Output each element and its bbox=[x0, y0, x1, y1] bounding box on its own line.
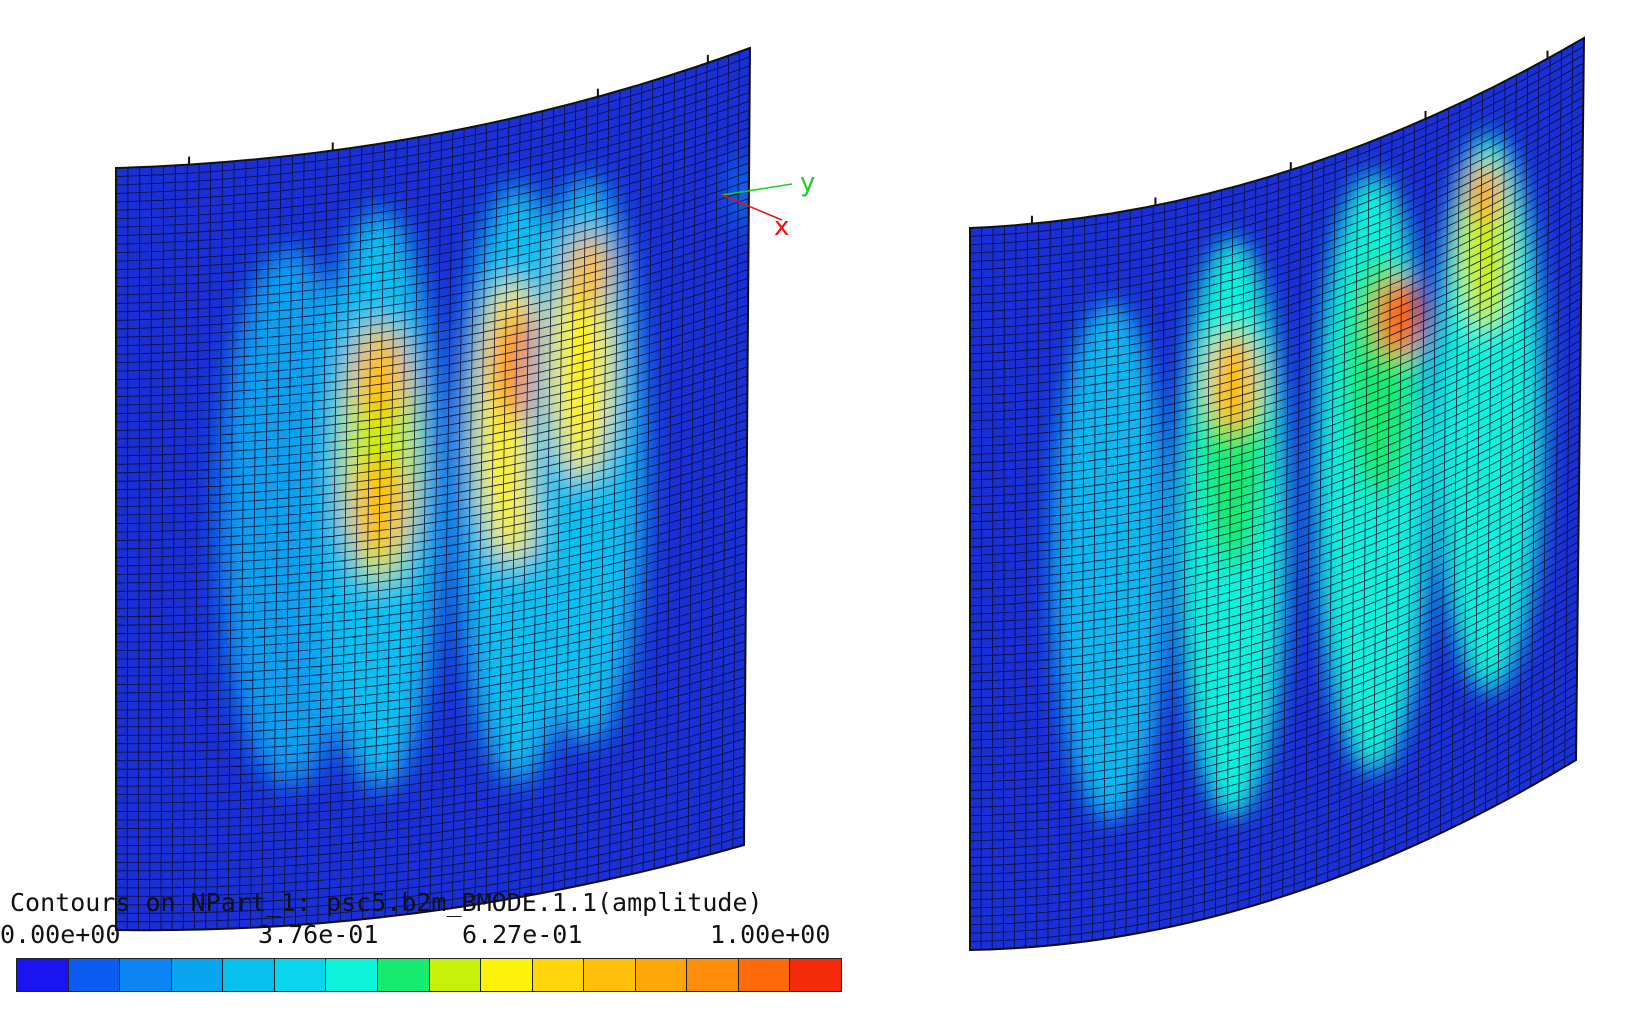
triad-y-label: y bbox=[800, 168, 816, 198]
legend-swatch bbox=[377, 959, 430, 991]
left-top-edge-markers bbox=[188, 54, 709, 165]
legend-swatch bbox=[738, 959, 791, 991]
legend-swatch bbox=[223, 959, 275, 991]
legend-swatch bbox=[687, 959, 739, 991]
legend-swatch bbox=[429, 959, 482, 991]
legend-tick-low: 3.76e-01 bbox=[258, 920, 379, 949]
triad-y-axis-line bbox=[721, 183, 793, 196]
contour-lobe bbox=[1207, 332, 1260, 433]
legend-swatch bbox=[326, 959, 378, 991]
legend-title: Contours on NPart_1: psc5.b2m_BMODE.1.1(… bbox=[10, 888, 763, 917]
mesh-lines bbox=[970, 38, 1584, 950]
left-mode-shape-panel bbox=[115, 46, 752, 932]
right-contour-lobes bbox=[1052, 133, 1544, 822]
right-shell-outline bbox=[969, 36, 1586, 952]
legend-swatch bbox=[790, 959, 841, 991]
left-mesh-grid bbox=[116, 48, 750, 931]
legend-swatch bbox=[68, 959, 121, 991]
contour-lobe bbox=[1374, 278, 1423, 359]
right-top-edge-markers bbox=[1030, 50, 1549, 224]
legend-swatch bbox=[17, 959, 69, 991]
triad-x-axis-line bbox=[721, 194, 783, 221]
legend-swatch bbox=[274, 959, 327, 991]
legend-color-bar bbox=[16, 958, 842, 992]
mesh-lines bbox=[116, 48, 750, 931]
triad-x-label: x bbox=[774, 212, 790, 242]
legend-tick-max: 1.00e+00 bbox=[710, 920, 831, 949]
legend-tick-high: 6.27e-01 bbox=[462, 920, 583, 949]
legend-swatch bbox=[635, 959, 688, 991]
legend-swatch bbox=[584, 959, 636, 991]
legend-swatch bbox=[120, 959, 172, 991]
legend-swatch bbox=[481, 959, 533, 991]
right-mesh-grid bbox=[970, 38, 1584, 950]
right-mode-shape-panel bbox=[969, 36, 1586, 952]
legend-tick-min: 0.00e+00 bbox=[0, 920, 121, 949]
axis-triad bbox=[721, 183, 793, 221]
legend-swatch bbox=[171, 959, 224, 991]
contour-lobe bbox=[1052, 301, 1169, 822]
contour-lobe bbox=[551, 257, 612, 478]
legend-swatch bbox=[532, 959, 585, 991]
left-shell-outline bbox=[115, 46, 752, 932]
